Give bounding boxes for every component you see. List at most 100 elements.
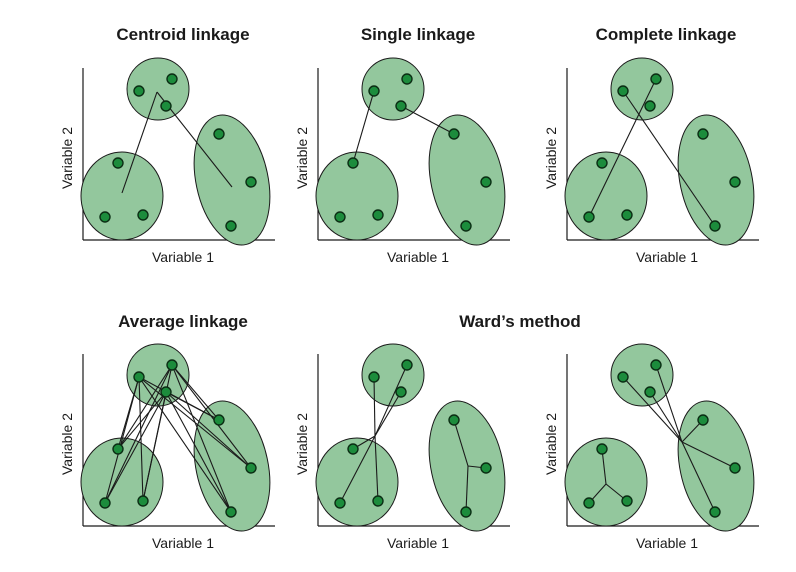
panel-centroid-linkage: Variable 1 Variable 2 (59, 57, 275, 265)
link (400, 105, 455, 135)
title-average-linkage: Average linkage (118, 312, 248, 331)
data-point (225, 506, 237, 518)
data-point (347, 157, 359, 169)
y-axis-label: Variable 2 (59, 127, 75, 189)
x-axis-label: Variable 1 (636, 249, 698, 265)
y-axis-label: Variable 2 (543, 413, 559, 475)
link (374, 391, 402, 437)
data-point (160, 386, 172, 398)
data-point (401, 73, 413, 85)
link (681, 441, 716, 513)
x-axis-label: Variable 1 (152, 535, 214, 551)
link (465, 465, 469, 513)
data-point (729, 462, 741, 474)
link (622, 90, 716, 227)
cluster-right (193, 114, 271, 246)
link (117, 364, 173, 450)
link (374, 364, 408, 437)
link (453, 419, 469, 467)
data-point (617, 371, 629, 383)
panel-wards-method-b: Variable 1 Variable 2 (543, 343, 759, 551)
axes: Variable 1 Variable 2 (59, 354, 275, 551)
data-point (697, 128, 709, 140)
link (374, 435, 379, 502)
x-axis-label: Variable 1 (152, 249, 214, 265)
link (138, 376, 144, 502)
cluster-right (677, 400, 755, 532)
data-point (137, 495, 149, 507)
data-point (729, 176, 741, 188)
data-point (334, 211, 346, 223)
link (165, 391, 232, 513)
data-point (448, 128, 460, 140)
y-axis-label: Variable 2 (59, 413, 75, 475)
data-point (99, 211, 111, 223)
link (117, 391, 167, 450)
link (352, 90, 375, 164)
y-axis-label: Variable 2 (294, 127, 310, 189)
link (171, 364, 220, 421)
data-point (697, 414, 709, 426)
y-axis-label: Variable 2 (294, 413, 310, 475)
data-point (480, 462, 492, 474)
data-point (709, 506, 721, 518)
link (104, 391, 167, 504)
data-point (245, 176, 257, 188)
data-point (617, 85, 629, 97)
data-point (213, 128, 225, 140)
data-point (583, 211, 595, 223)
title-centroid-linkage: Centroid linkage (116, 25, 249, 44)
data-point (368, 371, 380, 383)
link (655, 364, 683, 443)
link (649, 391, 683, 443)
data-point (347, 443, 359, 455)
cluster-right (677, 114, 755, 246)
data-point (133, 371, 145, 383)
link (588, 78, 657, 218)
data-point (644, 386, 656, 398)
link (104, 364, 173, 504)
cluster-top (610, 57, 674, 121)
data-point (112, 443, 124, 455)
data-point (644, 100, 656, 112)
link (681, 441, 736, 469)
x-axis-label: Variable 1 (387, 249, 449, 265)
title-complete-linkage: Complete linkage (596, 25, 737, 44)
link (138, 376, 232, 513)
data-point (401, 359, 413, 371)
cluster-right (428, 400, 506, 532)
data-point (133, 85, 145, 97)
data-point (460, 220, 472, 232)
link (171, 364, 232, 513)
data-point (583, 497, 595, 509)
link (104, 376, 140, 504)
x-axis-label: Variable 1 (636, 535, 698, 551)
data-point (621, 495, 633, 507)
data-point (395, 386, 407, 398)
cluster-right (428, 114, 506, 246)
title-wards-method: Ward’s method (459, 312, 581, 331)
data-point (460, 506, 472, 518)
link (373, 376, 376, 437)
data-point (448, 414, 460, 426)
data-point (334, 497, 346, 509)
data-point (621, 209, 633, 221)
data-point (596, 443, 608, 455)
data-point (596, 157, 608, 169)
link (121, 91, 158, 194)
data-point (213, 414, 225, 426)
data-point (709, 220, 721, 232)
cluster-top (361, 57, 425, 121)
link (339, 435, 376, 504)
panel-complete-linkage: Variable 1 Variable 2 (543, 57, 759, 265)
data-point (368, 85, 380, 97)
link (622, 376, 683, 443)
y-axis-label: Variable 2 (543, 127, 559, 189)
data-point (245, 462, 257, 474)
data-point (372, 209, 384, 221)
data-point (112, 157, 124, 169)
link (165, 391, 220, 421)
data-point (99, 497, 111, 509)
panel-single-linkage: Variable 1 Variable 2 (294, 57, 510, 265)
